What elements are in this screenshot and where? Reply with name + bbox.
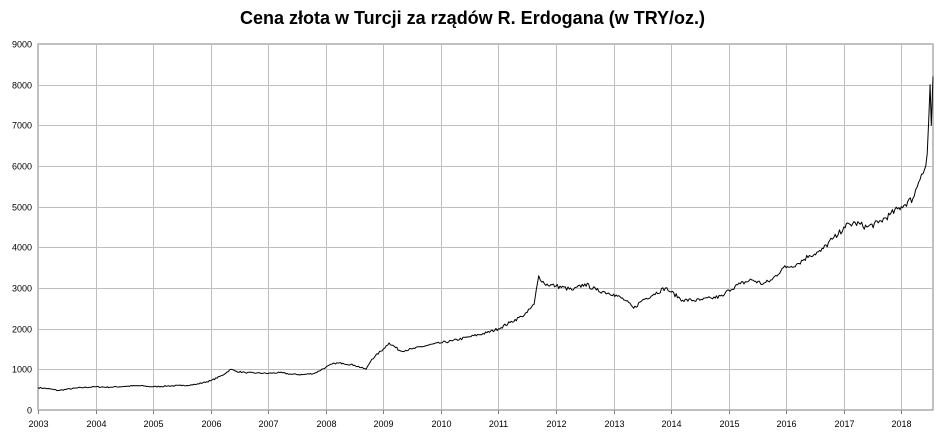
x-tick-label: 2018	[891, 419, 911, 429]
y-tick-label: 4000	[12, 243, 32, 253]
y-tick-label: 2000	[12, 325, 32, 335]
y-tick-label: 9000	[12, 40, 32, 50]
chart-title: Cena złota w Turcji za rządów R. Erdogan…	[239, 8, 706, 28]
plot-area	[37, 43, 934, 411]
x-tick-label: 2004	[86, 419, 106, 429]
y-tick-label: 1000	[12, 365, 32, 375]
x-tick-label: 2013	[604, 419, 624, 429]
y-tick-label: 8000	[12, 81, 32, 91]
x-tick-label: 2007	[258, 419, 278, 429]
y-tick-label: 6000	[12, 162, 32, 172]
y-tick-label: 5000	[12, 203, 32, 213]
x-tick-label: 2017	[834, 419, 854, 429]
x-tick-label: 2015	[719, 419, 739, 429]
x-tick-label: 2010	[431, 419, 451, 429]
x-tick-label: 2014	[661, 419, 681, 429]
x-tick-label: 2011	[489, 419, 508, 429]
x-tick-label: 2006	[201, 419, 221, 429]
x-tick-label: 2003	[28, 419, 48, 429]
y-tick-label: 7000	[12, 121, 32, 131]
series-line-0	[37, 76, 934, 392]
x-tick-label: 2016	[776, 419, 796, 429]
x-tick-label: 2009	[373, 419, 393, 429]
x-tick-label: 2012	[546, 419, 566, 429]
y-tick-label: 0	[27, 406, 32, 416]
y-tick-label: 3000	[12, 284, 32, 294]
x-tick-label: 2005	[143, 419, 163, 429]
x-tick-label: 2008	[316, 419, 336, 429]
